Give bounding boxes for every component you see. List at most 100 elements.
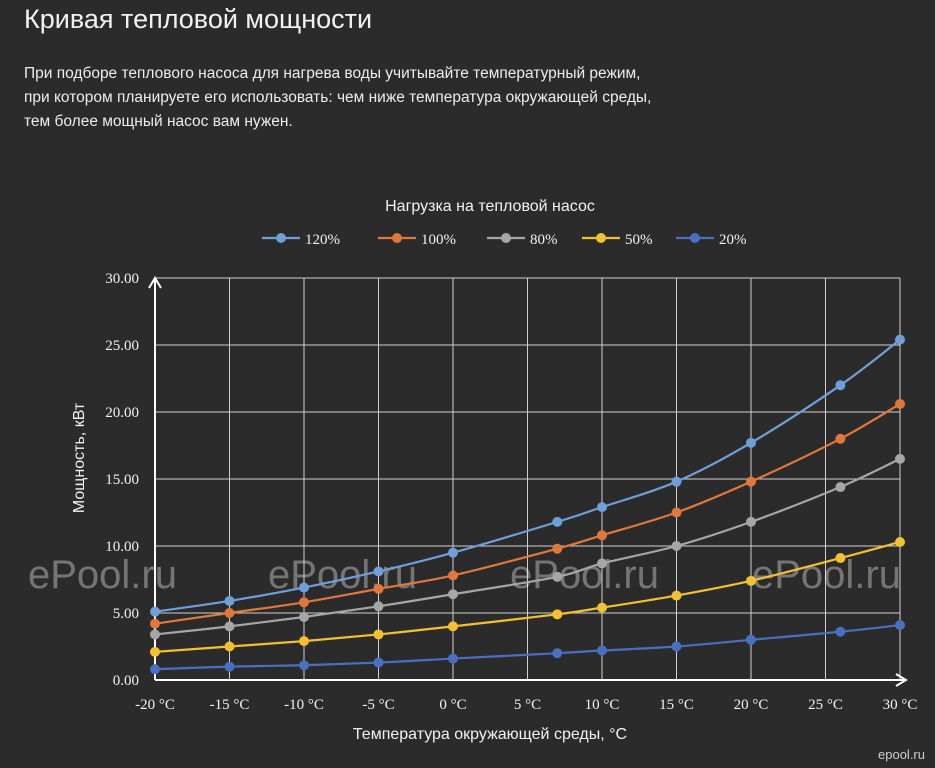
y-tick-label: 0.00 bbox=[113, 673, 139, 689]
data-point bbox=[597, 558, 607, 569]
data-point bbox=[373, 657, 384, 668]
data-point bbox=[299, 612, 309, 623]
x-tick-label: -15 °C bbox=[210, 697, 250, 713]
data-point bbox=[373, 566, 384, 577]
intro-line: при котором планируете его использовать:… bbox=[24, 89, 652, 106]
data-point bbox=[671, 590, 682, 601]
data-point bbox=[448, 621, 458, 632]
watermark-text: ePool.ru bbox=[28, 553, 177, 597]
data-point bbox=[671, 541, 682, 551]
legend-label: 120% bbox=[305, 232, 340, 248]
data-point bbox=[448, 653, 458, 664]
data-point bbox=[150, 618, 160, 629]
data-point bbox=[746, 476, 756, 487]
data-point bbox=[671, 641, 682, 652]
legend-label: 80% bbox=[530, 232, 558, 248]
watermark-text: ePool.ru bbox=[510, 553, 659, 597]
data-point bbox=[835, 553, 846, 564]
data-point bbox=[150, 629, 160, 640]
y-tick-label: 10.00 bbox=[105, 539, 139, 555]
x-tick-label: -5 °C bbox=[362, 697, 394, 713]
x-tick-label: 15 °C bbox=[659, 697, 694, 713]
data-point bbox=[895, 398, 905, 409]
x-tick-label: 10 °C bbox=[585, 697, 620, 713]
data-point bbox=[671, 507, 682, 518]
data-point bbox=[224, 608, 235, 618]
data-point bbox=[224, 595, 235, 606]
data-point bbox=[299, 660, 309, 671]
data-point bbox=[671, 476, 682, 487]
x-tick-label: 5 °C bbox=[514, 697, 541, 713]
data-point bbox=[552, 543, 563, 554]
y-tick-label: 5.00 bbox=[113, 606, 139, 622]
data-point bbox=[597, 645, 607, 656]
y-tick-label: 25.00 bbox=[105, 338, 139, 354]
intro-line: При подборе теплового насоса для нагрева… bbox=[24, 65, 641, 82]
y-axis-label: Мощность, кВт bbox=[71, 402, 88, 513]
data-point bbox=[552, 516, 563, 527]
data-point bbox=[746, 516, 756, 527]
data-point bbox=[895, 453, 905, 464]
data-point bbox=[552, 609, 563, 620]
data-point bbox=[746, 634, 756, 645]
chart-title: Нагрузка на тепловой насос bbox=[385, 198, 595, 215]
data-point bbox=[150, 646, 160, 657]
chart-legend: 120% 100% 80% 50% 20% bbox=[262, 232, 747, 248]
data-point bbox=[224, 641, 235, 652]
data-point bbox=[895, 620, 905, 631]
data-point bbox=[835, 433, 846, 444]
intro-text: При подборе теплового насоса для нагрева… bbox=[24, 62, 744, 134]
data-point bbox=[299, 597, 309, 608]
data-point bbox=[150, 606, 160, 617]
legend-label: 20% bbox=[719, 232, 747, 248]
page-title: Кривая тепловой мощности bbox=[24, 4, 373, 34]
data-point bbox=[552, 571, 563, 582]
data-point bbox=[373, 629, 384, 640]
legend-swatch-marker bbox=[501, 233, 511, 243]
x-tick-label: 30 °C bbox=[883, 697, 918, 713]
y-tick-label: 30.00 bbox=[105, 271, 139, 287]
tick-labels: 0.00 5.00 10.00 15.00 20.00 25.00 30.00 -20 °C -… bbox=[105, 271, 917, 713]
data-point bbox=[746, 437, 756, 448]
data-point bbox=[835, 380, 846, 391]
corner-watermark: epool.ru bbox=[878, 747, 925, 762]
data-point bbox=[448, 589, 458, 600]
x-tick-label: -20 °C bbox=[135, 697, 175, 713]
legend-swatch-marker bbox=[596, 233, 606, 243]
data-point bbox=[150, 664, 160, 675]
data-point bbox=[597, 530, 607, 541]
data-point bbox=[224, 621, 235, 632]
x-axis-arrow bbox=[895, 673, 908, 687]
x-tick-label: 20 °C bbox=[734, 697, 769, 713]
legend-label: 100% bbox=[421, 232, 456, 248]
data-point bbox=[895, 536, 905, 547]
x-tick-label: 25 °C bbox=[808, 697, 843, 713]
y-tick-label: 20.00 bbox=[105, 405, 139, 421]
data-point bbox=[448, 547, 458, 558]
legend-swatch-marker bbox=[392, 233, 402, 243]
data-point bbox=[224, 661, 235, 672]
data-point bbox=[835, 626, 846, 637]
data-point bbox=[597, 502, 607, 513]
legend-swatch-marker bbox=[690, 233, 700, 243]
data-point bbox=[552, 648, 563, 659]
data-point bbox=[746, 575, 756, 586]
x-axis-label: Температура окружающей среды, °C bbox=[353, 726, 627, 743]
data-point bbox=[299, 582, 309, 593]
watermark-layer: ePool.ru ePool.ru ePool.ru ePool.ru bbox=[28, 553, 901, 597]
series-points bbox=[150, 334, 905, 675]
x-tick-label: 0 °C bbox=[439, 697, 466, 713]
data-point bbox=[597, 602, 607, 613]
y-axis-arrow bbox=[148, 276, 162, 289]
chart-grid bbox=[155, 277, 901, 680]
data-point bbox=[895, 334, 905, 345]
legend-swatch-marker bbox=[276, 233, 286, 243]
y-tick-label: 15.00 bbox=[105, 472, 139, 488]
intro-line: тем более мощный насос вам нужен. bbox=[24, 113, 293, 130]
data-point bbox=[373, 583, 384, 594]
legend-label: 50% bbox=[625, 232, 653, 248]
x-tick-label: -10 °C bbox=[284, 697, 324, 713]
data-point bbox=[835, 482, 846, 493]
data-point bbox=[373, 601, 384, 612]
